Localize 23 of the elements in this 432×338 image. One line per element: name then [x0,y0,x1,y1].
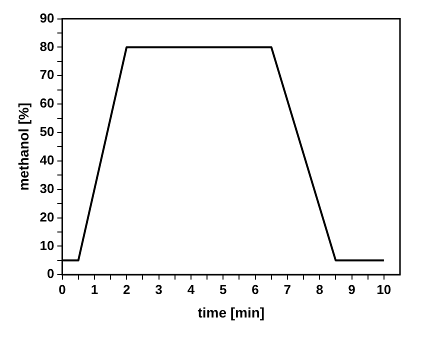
x-tick-label: 8 [316,282,324,297]
y-tick-label: 30 [40,180,54,196]
y-tick-label: 80 [40,38,54,54]
y-tick-label: 20 [40,209,54,224]
y-axis-title: methanol [%] [15,102,32,191]
y-tick-label: 40 [40,152,54,168]
x-tick-label: 10 [376,282,392,297]
y-tick-label: 50 [40,124,54,140]
x-tick-label: 7 [284,282,292,297]
y-tick-label: 70 [40,67,54,82]
x-tick-label: 6 [252,282,259,297]
x-tick-label: 2 [122,282,130,297]
x-tick-label: 0 [58,282,66,297]
x-tick-label: 5 [219,282,227,297]
x-tick-label: 1 [90,282,98,297]
y-tick-label: 10 [40,238,54,253]
y-tick-label: 0 [47,266,54,282]
y-tick-label: 60 [40,96,54,111]
x-tick-label: 9 [348,282,356,297]
x-tick-label: 3 [155,282,162,297]
x-tick-label: 4 [187,282,196,297]
y-tick-label: 90 [40,10,54,26]
x-axis-title: time [min] [198,304,265,320]
